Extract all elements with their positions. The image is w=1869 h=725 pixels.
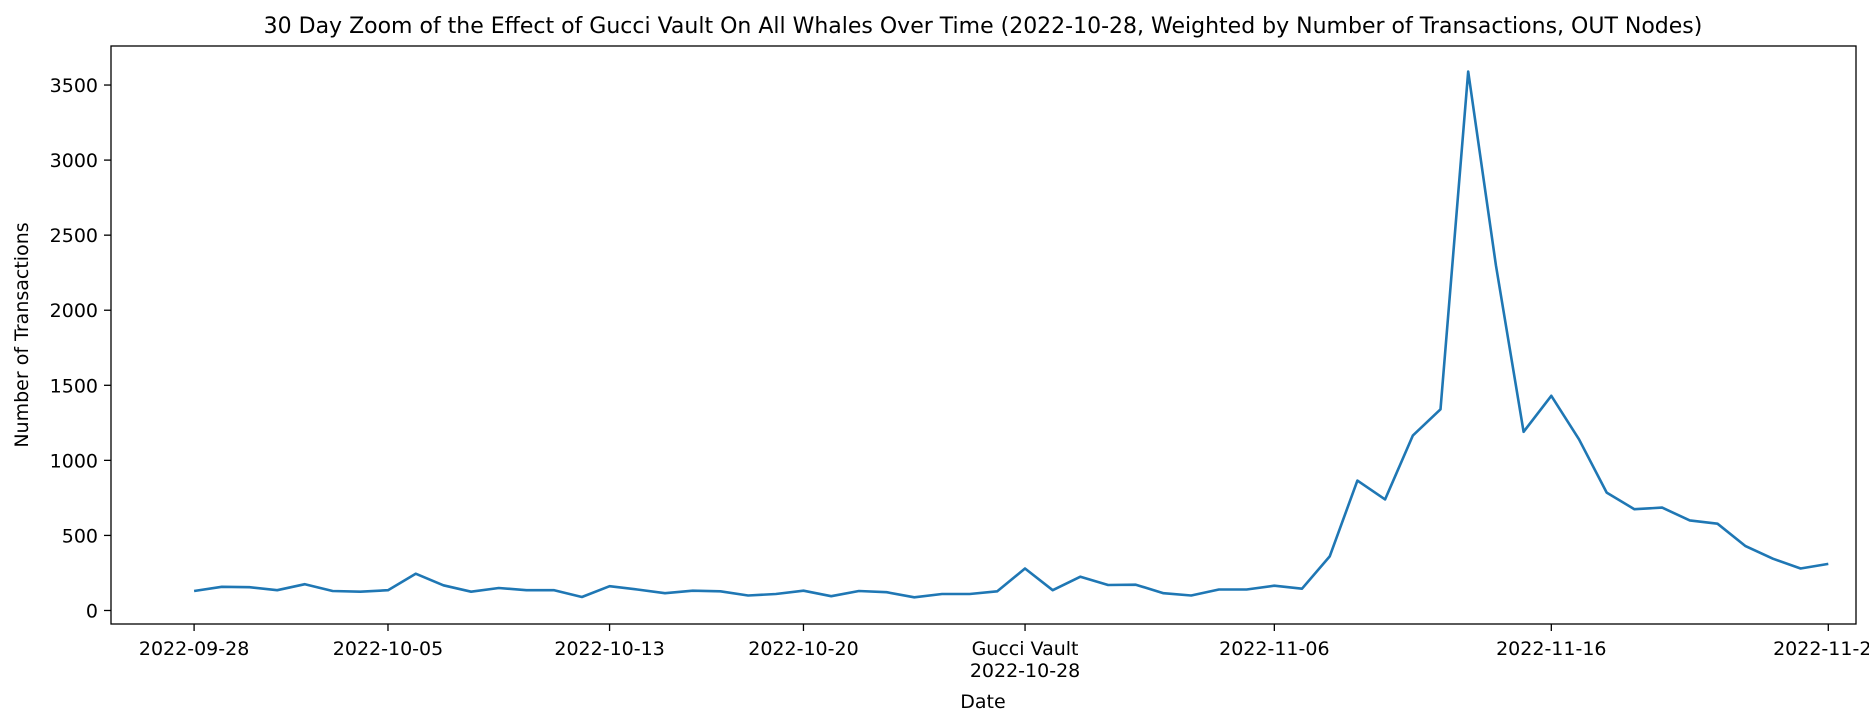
x-tick-label: 2022-09-28: [139, 638, 249, 660]
y-axis-label: Number of Transactions: [11, 222, 33, 447]
x-tick-label: 2022-10-13: [554, 638, 664, 660]
x-axis: 2022-09-28 2022-10-05 2022-10-13 2022-10-20…: [139, 624, 1869, 682]
y-tick-label: 3500: [50, 75, 98, 97]
x-axis-label: Date: [960, 691, 1005, 713]
y-tick-label: 500: [62, 525, 98, 547]
x-tick-label: 2022-11-16: [1496, 638, 1606, 660]
x-tick-label: 2022-10-20: [748, 638, 858, 660]
x-tick-label: 2022-11-26: [1773, 638, 1869, 660]
x-tick-label: 2022-10-28: [970, 660, 1080, 682]
series-line: [194, 72, 1828, 598]
plot-area: 2022-09-28 2022-10-05 2022-10-13 2022-10-20…: [50, 46, 1869, 682]
y-tick-label: 2500: [50, 225, 98, 247]
y-tick-label: 1000: [50, 450, 98, 472]
y-tick-label: 3000: [50, 150, 98, 172]
y-tick-label: 0: [86, 600, 98, 622]
y-tick-label: 2000: [50, 300, 98, 322]
x-tick-label: 2022-11-06: [1219, 638, 1329, 660]
x-tick-label: Gucci Vault: [972, 638, 1079, 660]
plot-frame: [111, 46, 1856, 624]
y-axis: 0 500 1000 1500 2000 2500 3000 3500: [50, 75, 111, 622]
y-tick-label: 1500: [50, 375, 98, 397]
chart-title: 30 Day Zoom of the Effect of Gucci Vault…: [264, 14, 1703, 39]
x-tick-label: 2022-10-05: [333, 638, 443, 660]
